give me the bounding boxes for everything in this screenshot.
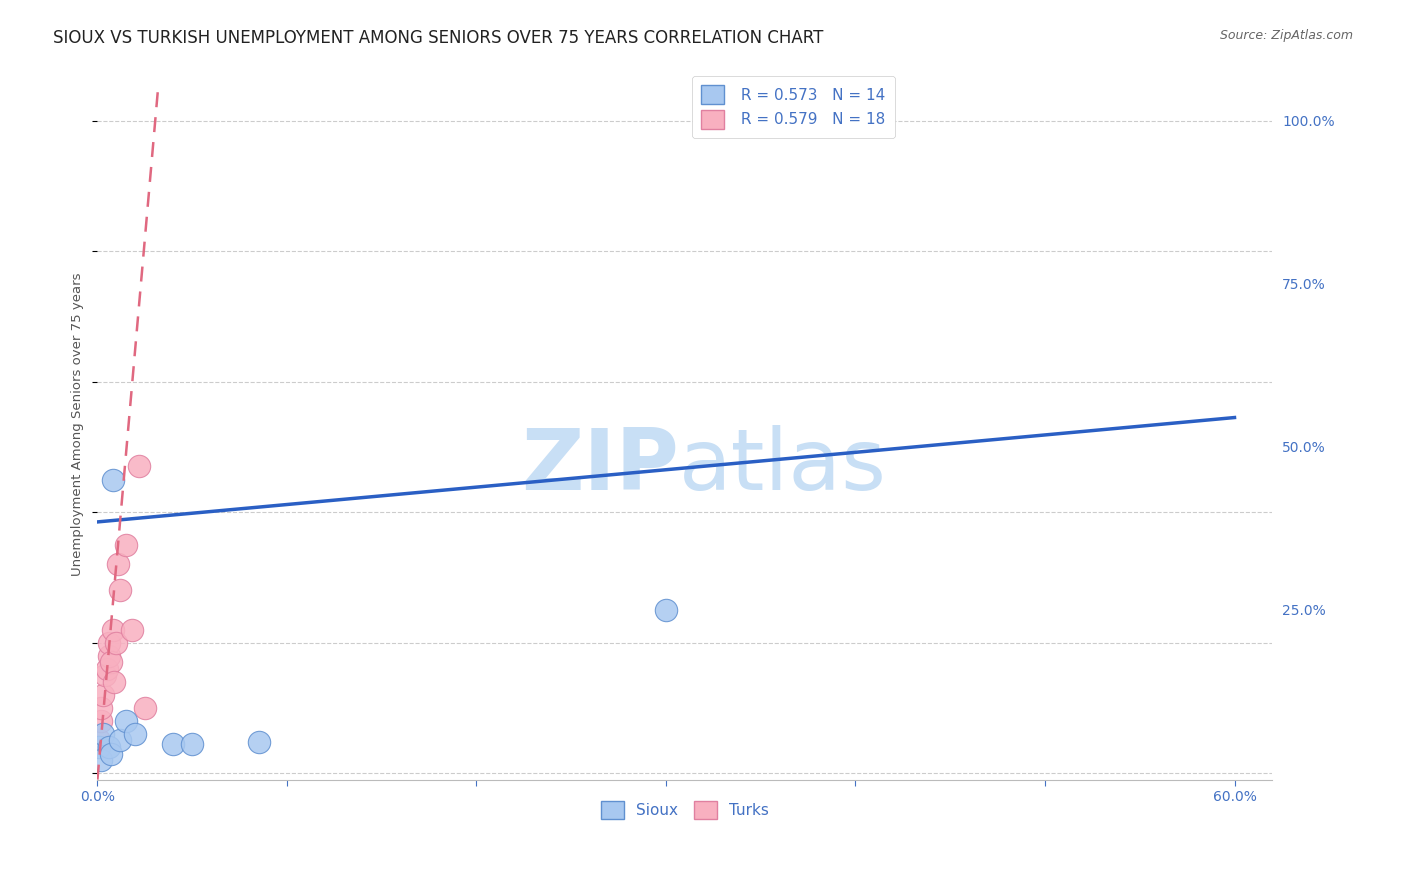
Point xyxy=(162,737,184,751)
Point xyxy=(655,603,678,617)
Text: ZIP: ZIP xyxy=(522,425,679,508)
Text: Source: ZipAtlas.com: Source: ZipAtlas.com xyxy=(1219,29,1353,42)
Point xyxy=(100,747,122,761)
Point xyxy=(108,583,131,598)
Point xyxy=(107,558,129,572)
Point xyxy=(97,648,120,663)
Point xyxy=(103,674,125,689)
Point xyxy=(90,753,112,767)
Point xyxy=(181,737,204,751)
Point xyxy=(124,727,146,741)
Point xyxy=(101,473,124,487)
Point xyxy=(96,662,118,676)
Point xyxy=(108,733,131,747)
Point xyxy=(94,668,117,682)
Y-axis label: Unemployment Among Seniors over 75 years: Unemployment Among Seniors over 75 years xyxy=(72,272,84,576)
Point xyxy=(90,714,112,728)
Point xyxy=(134,701,156,715)
Point xyxy=(115,538,138,552)
Point xyxy=(97,739,120,754)
Point xyxy=(91,727,114,741)
Legend: Sioux, Turks: Sioux, Turks xyxy=(595,795,775,825)
Point xyxy=(90,701,112,715)
Point xyxy=(105,635,128,649)
Point xyxy=(128,459,150,474)
Point xyxy=(100,655,122,669)
Point xyxy=(89,739,111,754)
Point xyxy=(101,623,124,637)
Point xyxy=(115,714,138,728)
Text: atlas: atlas xyxy=(679,425,887,508)
Text: SIOUX VS TURKISH UNEMPLOYMENT AMONG SENIORS OVER 75 YEARS CORRELATION CHART: SIOUX VS TURKISH UNEMPLOYMENT AMONG SENI… xyxy=(53,29,824,46)
Point xyxy=(121,623,143,637)
Point xyxy=(89,733,111,747)
Point xyxy=(247,735,270,749)
Point xyxy=(97,635,120,649)
Point xyxy=(91,688,114,702)
